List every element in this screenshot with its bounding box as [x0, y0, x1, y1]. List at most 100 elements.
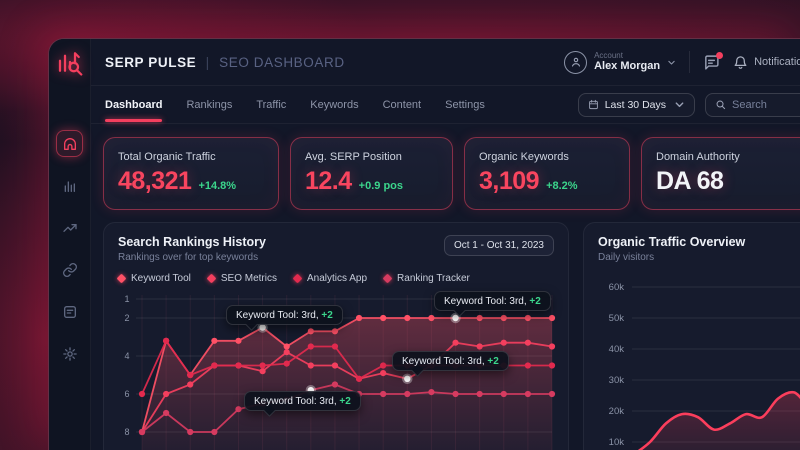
- chart-tooltip: Keyword Tool: 3rd, +2: [392, 351, 509, 371]
- chart-tooltip: Keyword Tool: 3rd, +2: [226, 305, 343, 325]
- topbar: SERP PULSE | SEO DASHBOARD Account Alex …: [91, 39, 800, 86]
- sidebar-item-trends[interactable]: [56, 214, 83, 241]
- brand-name: SERP PULSE: [105, 54, 197, 70]
- legend-item-2[interactable]: Analytics App: [292, 273, 368, 284]
- traffic-subtitle: Daily visitors: [598, 252, 655, 263]
- stat-delta: +14.8%: [198, 180, 237, 192]
- sidebar: [49, 39, 91, 450]
- serp-pulse-logo-icon: [58, 52, 82, 76]
- legend-item-1[interactable]: SEO Metrics: [206, 273, 277, 284]
- tab-content[interactable]: Content: [382, 98, 422, 111]
- notifications-label: Notifications: [754, 56, 800, 68]
- date-range-value: Last 30 Days: [604, 98, 666, 111]
- svg-text:50k: 50k: [609, 313, 625, 324]
- stat-label: Avg. SERP Position: [305, 151, 402, 163]
- sidebar-item-home[interactable]: [56, 130, 83, 157]
- charts-row: Search Rankings History Rankings over fo…: [91, 220, 800, 450]
- stat-label: Organic Keywords: [479, 151, 569, 163]
- stat-card-total-organic-traffic: Total Organic Traffic 48,321 +14.8%: [103, 137, 279, 210]
- legend-marker-icon: [116, 273, 127, 284]
- primary-nav: Dashboard Rankings Traffic Keywords Cont…: [91, 86, 800, 124]
- rankings-title: Search Rankings History: [118, 235, 266, 249]
- topbar-divider: [689, 51, 691, 73]
- brand-subtitle: SEO DASHBOARD: [219, 54, 345, 70]
- home-icon: [63, 137, 76, 150]
- link-icon: [62, 262, 77, 277]
- avatar: [564, 50, 588, 74]
- stat-value: 12.4: [305, 167, 352, 195]
- sidebar-item-reports[interactable]: [56, 298, 83, 325]
- app-window: SERP PULSE | SEO DASHBOARD Account Alex …: [48, 38, 800, 450]
- legend-item-3[interactable]: Ranking Tracker: [382, 273, 470, 284]
- account-label: Account: [594, 51, 623, 61]
- stat-cards: Total Organic Traffic 48,321 +14.8% Avg. …: [91, 124, 800, 220]
- chevron-down-icon: [668, 60, 675, 65]
- sidebar-item-analytics[interactable]: [56, 172, 83, 199]
- tab-traffic[interactable]: Traffic: [256, 98, 287, 111]
- stat-value: DA 68: [656, 167, 724, 195]
- main-area: SERP PULSE | SEO DASHBOARD Account Alex …: [91, 39, 800, 450]
- legend-marker-icon: [206, 273, 217, 284]
- topbar-right: Account Alex Morgan Notifications: [564, 50, 800, 74]
- legend-label: SEO Metrics: [220, 273, 277, 284]
- stat-label: Domain Authority: [656, 151, 740, 163]
- svg-text:2: 2: [124, 313, 129, 323]
- messages-button[interactable]: [703, 51, 724, 71]
- svg-text:8: 8: [124, 427, 129, 437]
- tab-dashboard[interactable]: Dashboard: [105, 88, 163, 122]
- traffic-title: Organic Traffic Overview: [598, 235, 746, 249]
- legend-label: Analytics App: [306, 273, 368, 284]
- account-menu[interactable]: Account Alex Morgan: [564, 50, 676, 74]
- stat-value: 3,109: [479, 167, 540, 195]
- rankings-legend: Keyword Tool SEO Metrics Analytics App Rank…: [116, 273, 554, 284]
- svg-text:30k: 30k: [609, 375, 625, 386]
- svg-text:40k: 40k: [609, 344, 625, 355]
- app-title: SERP PULSE | SEO DASHBOARD: [105, 55, 345, 70]
- stat-label: Total Organic Traffic: [118, 151, 216, 163]
- sidebar-item-links[interactable]: [56, 256, 83, 283]
- rankings-panel-header: Search Rankings History Rankings over fo…: [118, 235, 554, 263]
- notifications-button[interactable]: Notifications: [733, 55, 800, 70]
- search-box[interactable]: [705, 92, 800, 117]
- stat-delta: +0.9 pos: [358, 180, 403, 192]
- stat-card-domain-authority: Domain Authority DA 68: [641, 137, 800, 210]
- account-text: Account Alex Morgan: [594, 51, 660, 73]
- nav-right: Last 30 Days: [577, 92, 800, 117]
- rankings-date-badge[interactable]: Oct 1 - Oct 31, 2023: [443, 235, 554, 256]
- gear-icon: [62, 346, 77, 361]
- brand-divider: |: [205, 54, 210, 70]
- report-icon: [63, 305, 76, 318]
- svg-text:60k: 60k: [609, 282, 625, 293]
- bell-icon: [734, 55, 747, 69]
- tab-rankings[interactable]: Rankings: [186, 98, 233, 111]
- calendar-icon: [588, 99, 598, 110]
- stat-delta: +8.2%: [546, 180, 578, 192]
- sidebar-item-settings[interactable]: [56, 340, 83, 367]
- legend-marker-icon: [382, 273, 393, 284]
- stat-card-avg-serp-position: Avg. SERP Position 12.4 +0.9 pos: [290, 137, 453, 210]
- search-icon: [716, 100, 726, 110]
- account-name: Alex Morgan: [594, 60, 661, 73]
- traffic-panel: Organic Traffic Overview Daily visitors …: [583, 222, 800, 450]
- chart-tooltip: Keyword Tool: 3rd, +2: [244, 391, 361, 411]
- chevron-down-icon: [675, 102, 684, 108]
- tab-keywords[interactable]: Keywords: [310, 98, 359, 111]
- stat-card-organic-keywords: Organic Keywords 3,109 +8.2%: [464, 137, 630, 210]
- svg-text:6: 6: [124, 389, 129, 399]
- legend-marker-icon: [292, 273, 303, 284]
- bar-chart-icon: [64, 180, 75, 192]
- rankings-panel: Search Rankings History Rankings over fo…: [103, 222, 569, 450]
- tab-settings[interactable]: Settings: [445, 98, 485, 111]
- trend-up-icon: [62, 223, 77, 232]
- date-range-dropdown[interactable]: Last 30 Days: [577, 92, 695, 117]
- search-input[interactable]: [732, 98, 800, 111]
- chart-tooltip: Keyword Tool: 3rd, +2: [434, 291, 551, 311]
- traffic-panel-header: Organic Traffic Overview Daily visitors: [598, 235, 798, 263]
- user-icon: [571, 57, 580, 67]
- legend-label: Keyword Tool: [131, 273, 191, 284]
- svg-text:10k: 10k: [609, 437, 625, 448]
- traffic-chart: 60k 50k 40k 30k 20k 10k: [609, 282, 800, 450]
- legend-item-0[interactable]: Keyword Tool: [116, 273, 191, 284]
- legend-label: Ranking Tracker: [397, 273, 470, 284]
